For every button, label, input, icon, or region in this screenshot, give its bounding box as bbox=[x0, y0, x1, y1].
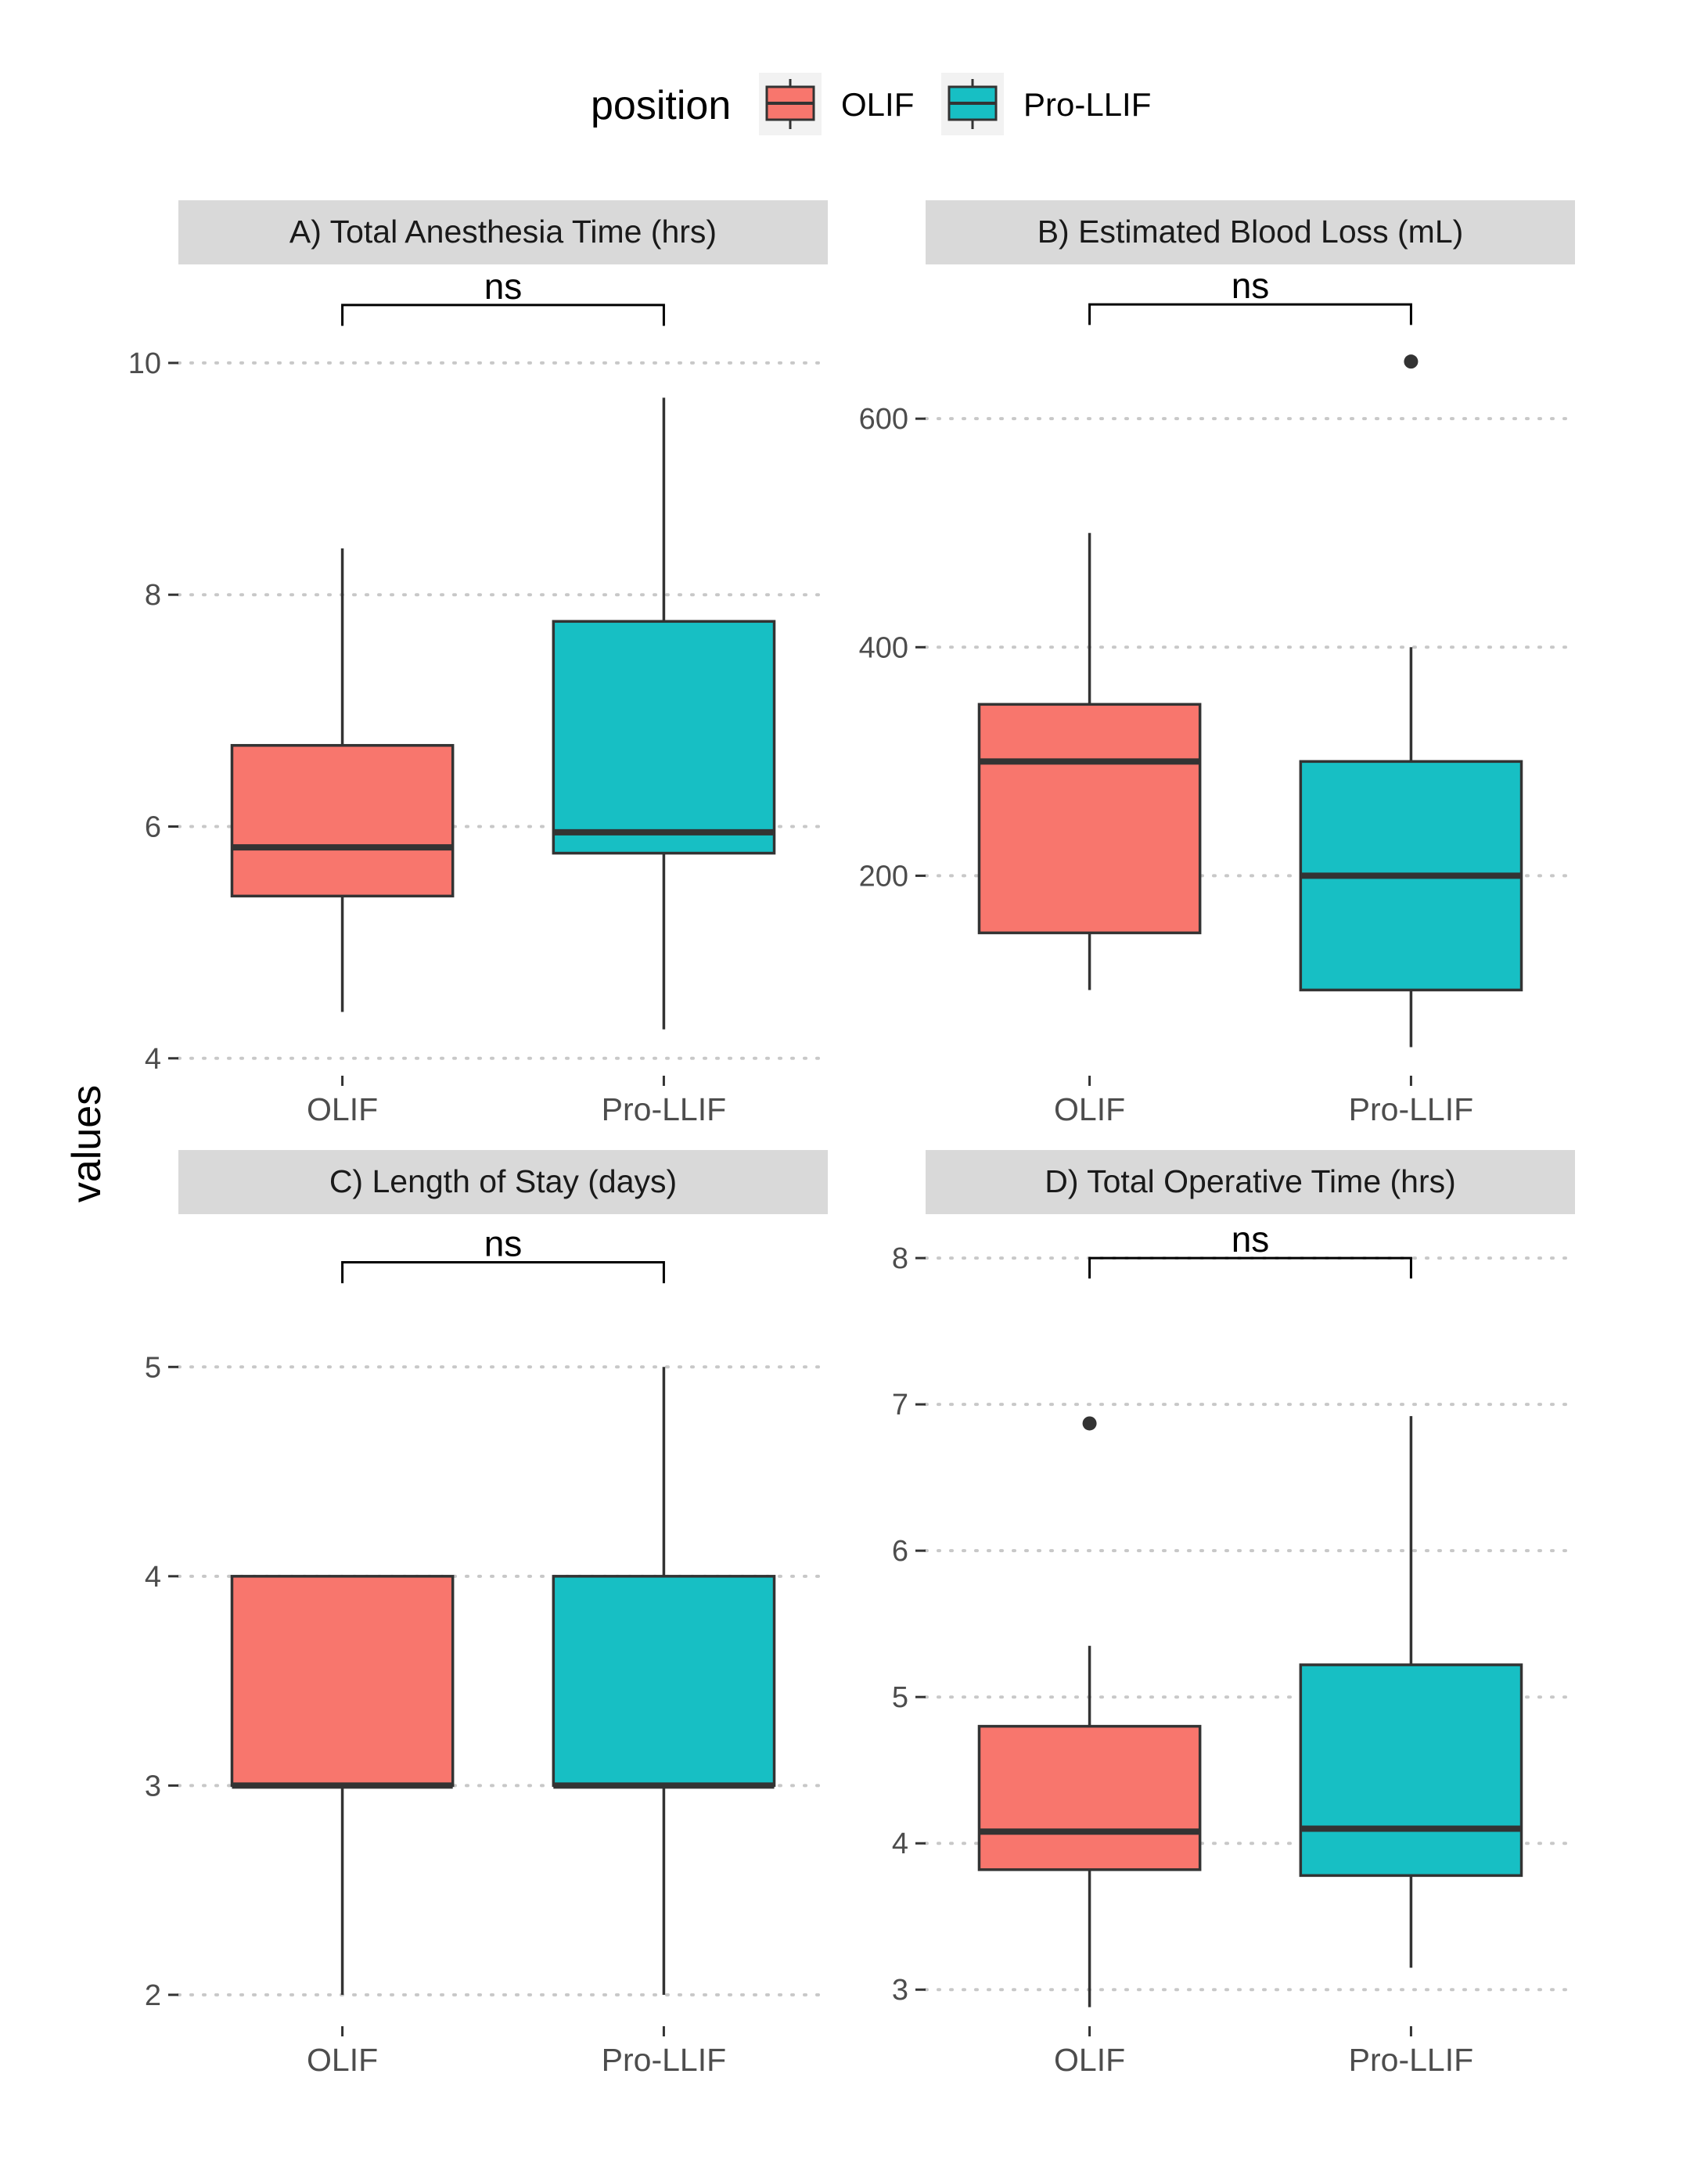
x-tick-label: OLIF bbox=[307, 1091, 378, 1127]
facet-panels: A) Total Anesthesia Time (hrs) 4 6 8 10 OLIF P… bbox=[128, 200, 1577, 2078]
panel-3: C) Length of Stay (days) 2 3 4 5 OLIF Pro-LLIF… bbox=[145, 1150, 829, 2078]
panel-strip bbox=[926, 1150, 1575, 1214]
x-tick-label: Pro-LLIF bbox=[602, 2042, 727, 2078]
significance-bracket bbox=[341, 304, 665, 326]
x-tick-label: OLIF bbox=[307, 2042, 378, 2078]
y-tick-label: 3 bbox=[145, 1770, 161, 1802]
significance-label: ns bbox=[484, 266, 523, 307]
x-tick-label: OLIF bbox=[1054, 2042, 1125, 2078]
y-tick-label: 3 bbox=[892, 1974, 908, 2007]
box-body bbox=[1299, 1663, 1523, 1878]
box-olif bbox=[977, 533, 1202, 990]
y-tick-label: 10 bbox=[128, 347, 161, 380]
y-tick-label: 4 bbox=[145, 1561, 161, 1594]
y-axis-title: values bbox=[64, 1085, 110, 1202]
y-tick-label: 5 bbox=[145, 1351, 161, 1384]
significance-label: ns bbox=[1232, 1219, 1270, 1260]
significance-label: ns bbox=[1232, 265, 1270, 306]
panel-title: C) Length of Stay (days) bbox=[329, 1163, 677, 1199]
y-tick-label: 7 bbox=[892, 1389, 908, 1421]
legend-label-prollif: Pro-LLIF bbox=[1023, 86, 1151, 123]
legend-label-olif: OLIF bbox=[841, 86, 914, 123]
box-prollif bbox=[552, 397, 776, 1030]
y-tick-label: 6 bbox=[892, 1535, 908, 1568]
y-tick-label: 4 bbox=[145, 1043, 161, 1076]
outlier-point bbox=[1082, 1416, 1097, 1431]
y-tick-label: 6 bbox=[145, 810, 161, 843]
panel-strip bbox=[178, 200, 828, 264]
x-tick-label: OLIF bbox=[1054, 1091, 1125, 1127]
box-prollif bbox=[1299, 354, 1523, 1048]
box-body bbox=[977, 1724, 1202, 1871]
box-body bbox=[230, 1575, 455, 1788]
panel-title: D) Total Operative Time (hrs) bbox=[1045, 1163, 1456, 1199]
y-tick-label: 2 bbox=[145, 1979, 161, 2012]
x-tick-label: Pro-LLIF bbox=[602, 1091, 727, 1127]
box-prollif bbox=[552, 1367, 776, 1995]
box-olif bbox=[977, 1416, 1202, 2007]
panel-strip bbox=[178, 1150, 828, 1214]
box-body bbox=[230, 744, 455, 898]
y-tick-label: 4 bbox=[892, 1828, 908, 1860]
x-tick-label: Pro-LLIF bbox=[1349, 1091, 1474, 1127]
legend-title: position bbox=[591, 83, 731, 128]
box-olif bbox=[230, 1575, 455, 1995]
y-tick-label: 8 bbox=[892, 1242, 908, 1275]
box-prollif bbox=[1299, 1416, 1523, 1968]
panel-strip bbox=[926, 200, 1575, 264]
box-body bbox=[552, 1575, 776, 1788]
panel-2: B) Estimated Blood Loss (mL) 200 400 600 OLI… bbox=[859, 200, 1577, 1127]
y-tick-label: 400 bbox=[859, 631, 908, 664]
significance-bracket bbox=[1088, 1256, 1412, 1279]
significance-label: ns bbox=[484, 1224, 523, 1264]
box-olif bbox=[230, 548, 455, 1012]
y-tick-label: 600 bbox=[859, 403, 908, 436]
significance-bracket bbox=[341, 1261, 665, 1284]
panel-title: A) Total Anesthesia Time (hrs) bbox=[289, 214, 717, 250]
y-tick-label: 5 bbox=[892, 1681, 908, 1714]
x-tick-label: Pro-LLIF bbox=[1349, 2042, 1474, 2078]
panel-1: A) Total Anesthesia Time (hrs) 4 6 8 10 OLIF P… bbox=[128, 200, 829, 1127]
significance-bracket bbox=[1088, 303, 1412, 325]
y-tick-label: 8 bbox=[145, 579, 161, 612]
y-tick-label: 200 bbox=[859, 860, 908, 893]
legend-key-prollif bbox=[941, 73, 1004, 135]
box-body bbox=[977, 703, 1202, 935]
outlier-point bbox=[1404, 354, 1419, 369]
box-body bbox=[552, 620, 776, 855]
panel-4: D) Total Operative Time (hrs) 3 4 5 6 7 8 OLIF P… bbox=[892, 1150, 1577, 2078]
panel-title: B) Estimated Blood Loss (mL) bbox=[1037, 214, 1464, 250]
legend: position OLIF Pro-LLIF bbox=[591, 73, 1151, 135]
legend-key-olif bbox=[759, 73, 822, 135]
